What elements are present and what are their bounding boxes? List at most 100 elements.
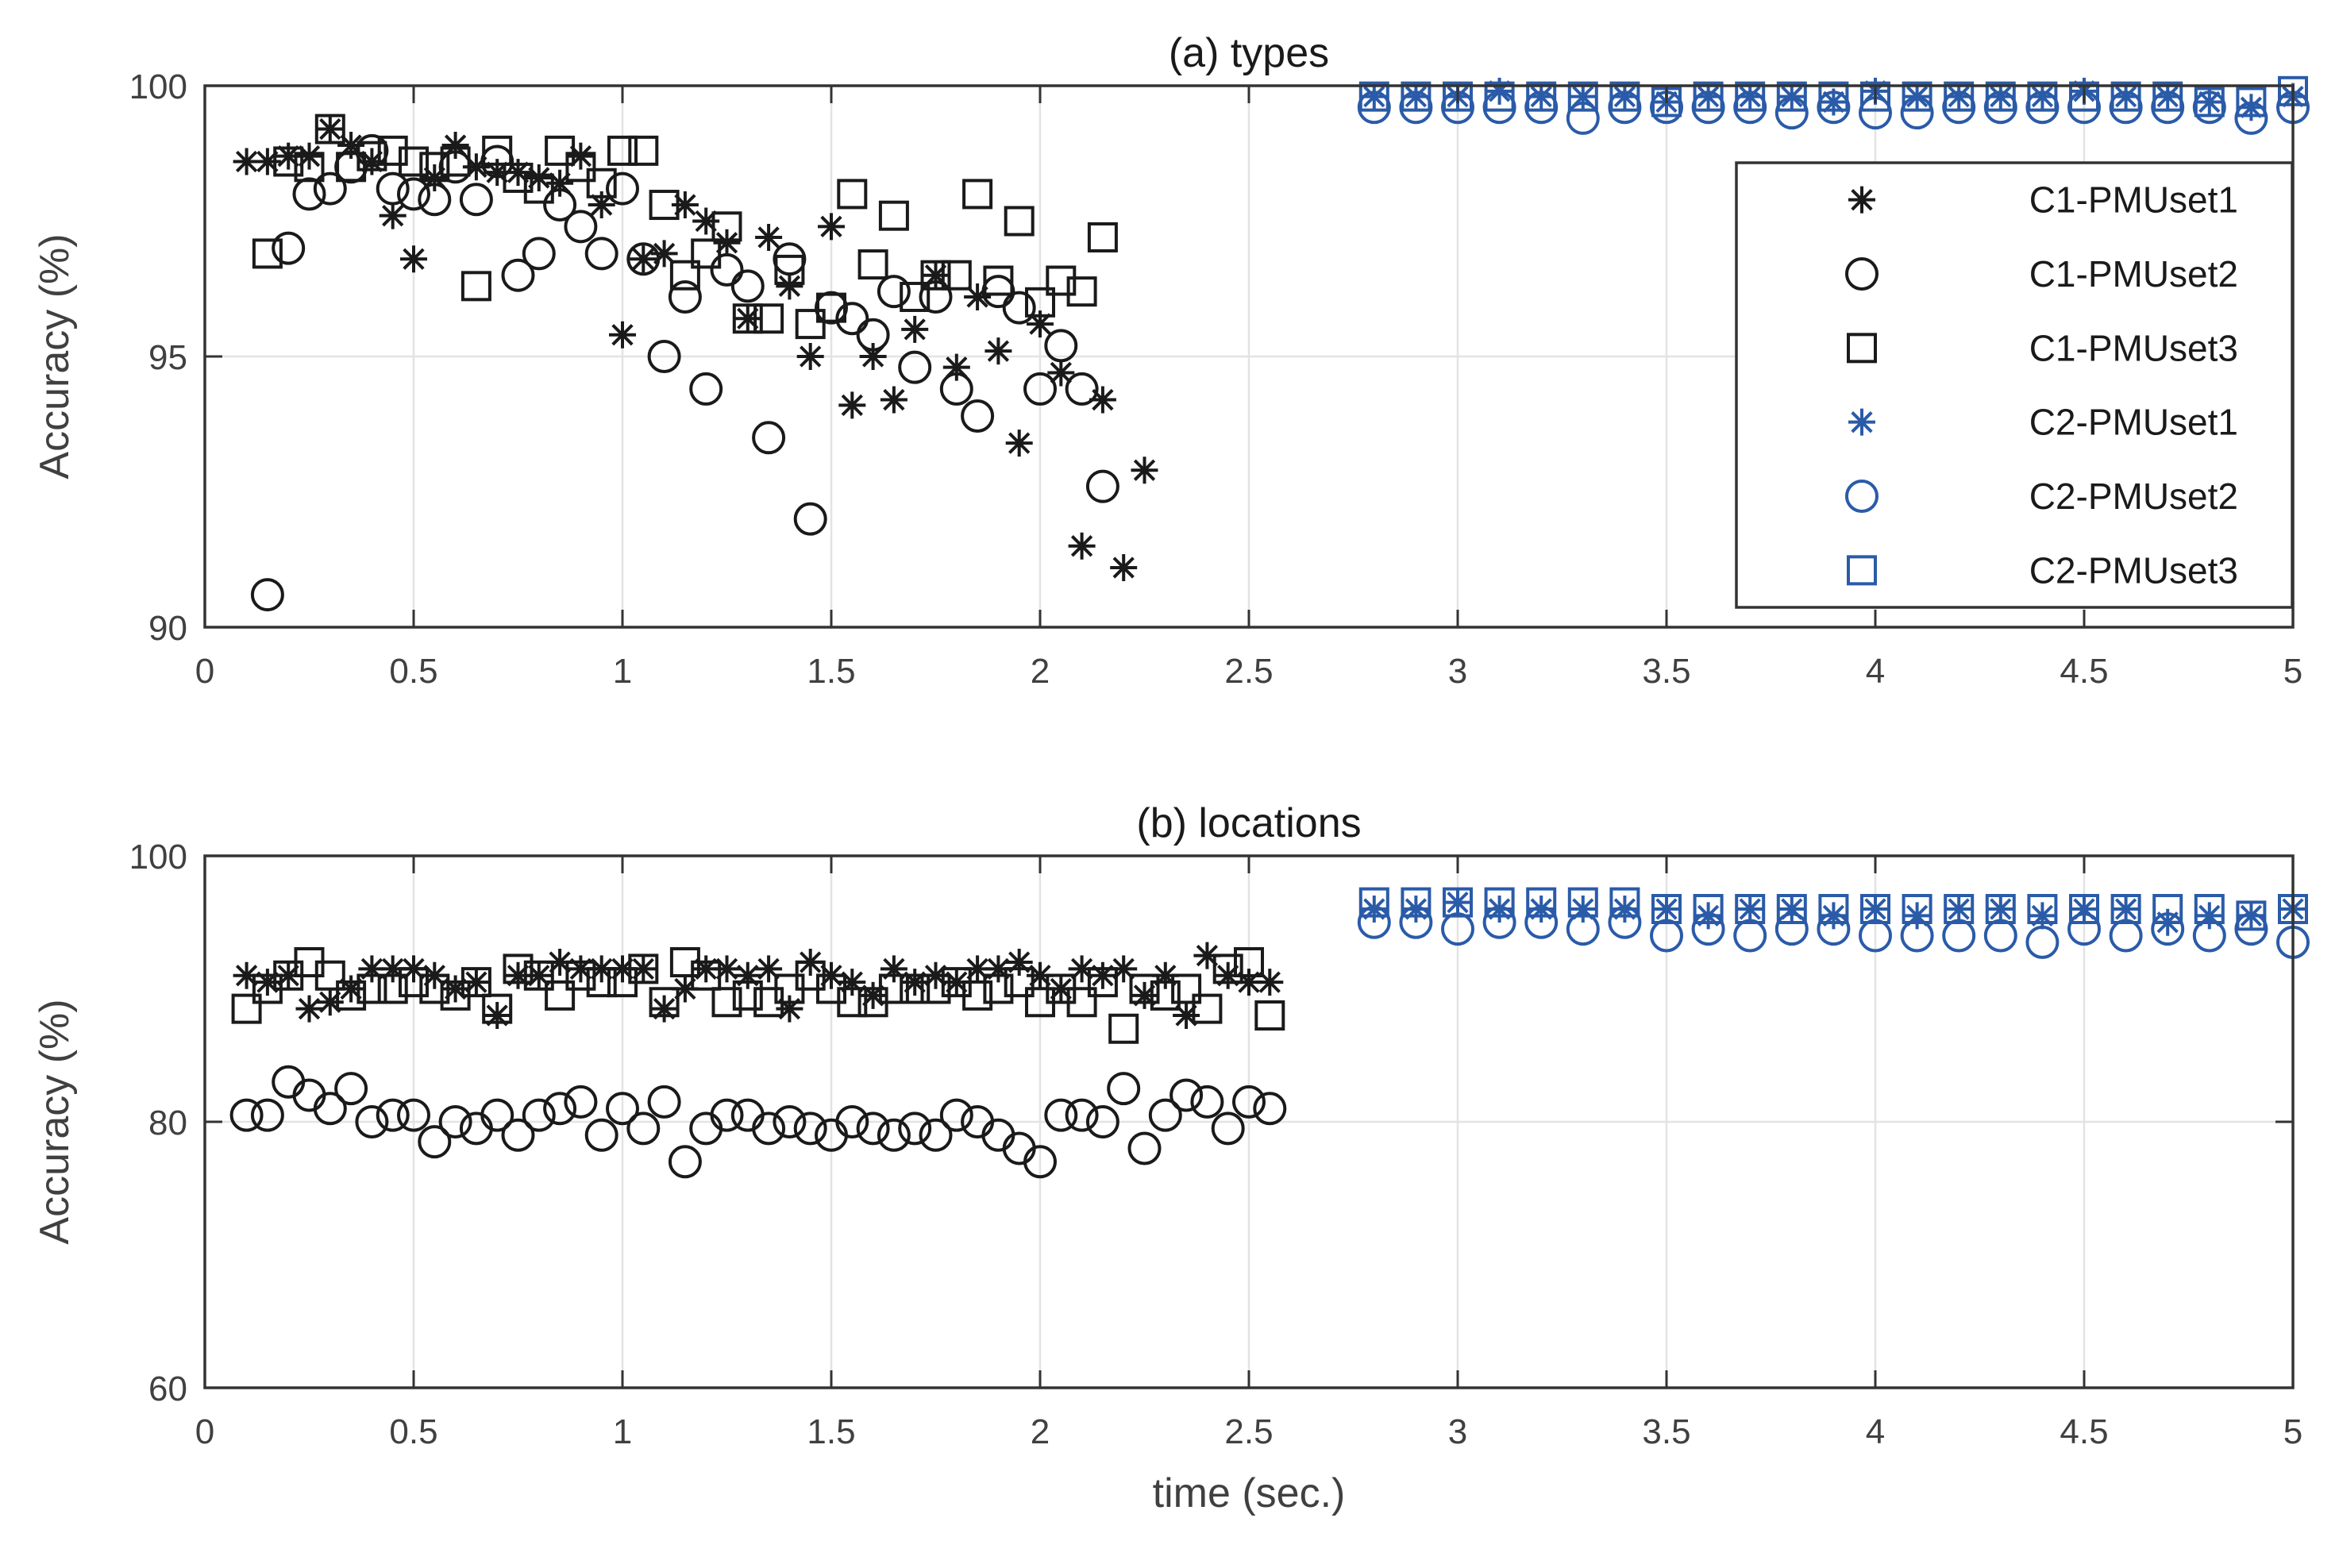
legend-label: C1-PMUset2: [2029, 253, 2238, 295]
data-point-c1-pmuset3: [356, 141, 387, 171]
data-point-c1-pmuset1: [650, 995, 678, 1023]
data-point-c1-pmuset2: [793, 1111, 827, 1146]
data-point-c1-pmuset2: [459, 183, 493, 217]
data-point-c1-pmuset1: [1131, 981, 1158, 1009]
data-point-c1-pmuset2: [1148, 1098, 1182, 1132]
data-point-c1-pmuset3: [983, 973, 1014, 1004]
data-point-c1-pmuset1: [1193, 942, 1221, 969]
data-point-c2-pmuset3: [1443, 81, 1473, 112]
data-point-c1-pmuset1: [880, 386, 907, 414]
legend-marker-c2-pmuset1: [1848, 408, 1875, 436]
data-point-c1-pmuset3: [649, 987, 680, 1018]
data-point-c1-pmuset1: [400, 245, 427, 273]
data-point-c2-pmuset2: [1566, 912, 1600, 946]
data-point-c1-pmuset3: [1254, 1000, 1285, 1031]
data-point-c1-pmuset1: [922, 261, 950, 289]
data-point-c2-pmuset2: [1482, 905, 1516, 939]
y-tick-label: 80: [148, 1104, 187, 1142]
x-tick-label: 2: [1031, 652, 1050, 691]
data-point-c1-pmuset1: [295, 995, 323, 1023]
data-point-c2-pmuset2: [1900, 96, 1934, 130]
data-point-c1-pmuset1: [462, 969, 490, 996]
data-point-c1-pmuset3: [482, 993, 513, 1024]
data-point-c1-pmuset1: [1256, 969, 1284, 996]
data-point-c1-pmuset1: [484, 159, 511, 187]
data-point-c1-pmuset1: [421, 164, 449, 191]
data-point-c2-pmuset3: [1567, 81, 1598, 112]
data-point-c1-pmuset1: [1068, 955, 1096, 983]
series-c1-pmuset1: [233, 115, 1158, 581]
data-point-c2-pmuset2: [1357, 905, 1391, 939]
data-point-c2-pmuset2: [1399, 905, 1433, 939]
data-point-c1-pmuset1: [1110, 955, 1138, 983]
series-c2-pmuset3: [1358, 75, 2308, 118]
data-point-c1-pmuset3: [837, 987, 868, 1018]
data-point-c1-pmuset1: [1089, 386, 1116, 414]
data-point-c1-pmuset1: [901, 315, 929, 343]
data-point-c1-pmuset3: [900, 281, 931, 312]
data-point-c1-pmuset1: [692, 207, 720, 235]
data-point-c2-pmuset3: [1735, 894, 1766, 924]
data-point-c1-pmuset3: [377, 135, 408, 166]
data-point-c1-pmuset1: [985, 337, 1012, 365]
x-tick-label: 1.5: [807, 1412, 855, 1451]
data-point-c2-pmuset3: [1776, 81, 1807, 112]
data-point-c1-pmuset1: [901, 969, 929, 996]
data-point-c1-pmuset2: [229, 1098, 264, 1132]
data-point-c2-pmuset2: [1859, 919, 1892, 953]
data-point-c1-pmuset2: [1044, 1098, 1078, 1132]
data-point-c1-pmuset1: [755, 223, 783, 251]
data-point-c1-pmuset3: [399, 967, 429, 998]
data-point-c1-pmuset1: [337, 975, 365, 1003]
data-point-c1-pmuset1: [358, 955, 386, 983]
panel-locations: 0 0.5 1 1.5 2 2.5 3 3.5 4 4.5 5 60 80 100 (b) location…: [32, 800, 2310, 1516]
data-point-c1-pmuset2: [1170, 1078, 1204, 1112]
data-point-c2-pmuset3: [2069, 894, 2099, 924]
data-point-c2-pmuset1: [2029, 902, 2056, 930]
data-point-c1-pmuset3: [294, 152, 325, 183]
data-point-c1-pmuset2: [480, 1098, 514, 1132]
data-point-c1-pmuset3: [649, 190, 680, 221]
y-tick-label: 100: [129, 838, 187, 876]
legend-item-c2-pmuset1: C2-PMUset1: [1848, 402, 2238, 443]
data-point-c1-pmuset1: [1047, 975, 1075, 1003]
data-point-c1-pmuset1: [316, 115, 344, 143]
data-point-c2-pmuset3: [2152, 81, 2183, 112]
y-tick-label: 90: [148, 609, 187, 648]
data-point-c2-pmuset1: [1528, 896, 1555, 923]
data-point-c2-pmuset3: [1860, 81, 1890, 112]
data-point-c1-pmuset1: [859, 343, 887, 370]
data-point-c2-pmuset1: [1945, 83, 1973, 110]
data-point-c1-pmuset1: [379, 955, 407, 983]
data-point-c1-pmuset1: [1089, 961, 1116, 989]
data-point-c1-pmuset1: [525, 164, 553, 191]
data-point-c2-pmuset3: [1526, 81, 1557, 112]
data-point-c1-pmuset1: [859, 981, 887, 1009]
data-point-c1-pmuset1: [233, 961, 260, 989]
data-point-c2-pmuset2: [2067, 912, 2101, 946]
data-point-c1-pmuset1: [567, 955, 595, 983]
data-point-c2-pmuset1: [2195, 88, 2223, 116]
data-point-c1-pmuset2: [1190, 1085, 1224, 1119]
data-point-c1-pmuset2: [564, 1085, 598, 1119]
data-point-c1-pmuset1: [1235, 969, 1262, 996]
data-point-c1-pmuset1: [942, 969, 970, 996]
data-point-c1-pmuset2: [647, 1085, 681, 1119]
legend-item-c1-pmuset1: C1-PMUset1: [1848, 179, 2238, 221]
data-point-c2-pmuset2: [2234, 101, 2268, 135]
data-point-c1-pmuset3: [503, 162, 534, 193]
data-point-c1-pmuset1: [1047, 359, 1075, 387]
series-c2-pmuset2: [1357, 905, 2310, 959]
x-tick-label: 4.5: [2060, 1412, 2108, 1451]
data-point-c1-pmuset3: [1087, 222, 1118, 252]
series-c2-pmuset3: [1358, 887, 2308, 931]
data-point-c2-pmuset3: [2110, 894, 2141, 924]
data-point-c1-pmuset1: [379, 202, 407, 229]
data-point-c1-pmuset1: [275, 961, 302, 989]
x-tick-label: 5: [2283, 652, 2302, 691]
data-point-c1-pmuset2: [418, 1125, 452, 1159]
x-tick-label: 3: [1448, 652, 1467, 691]
data-point-c2-pmuset3: [1818, 81, 1849, 112]
data-point-c1-pmuset1: [1214, 961, 1242, 989]
data-point-c1-pmuset3: [460, 271, 491, 302]
